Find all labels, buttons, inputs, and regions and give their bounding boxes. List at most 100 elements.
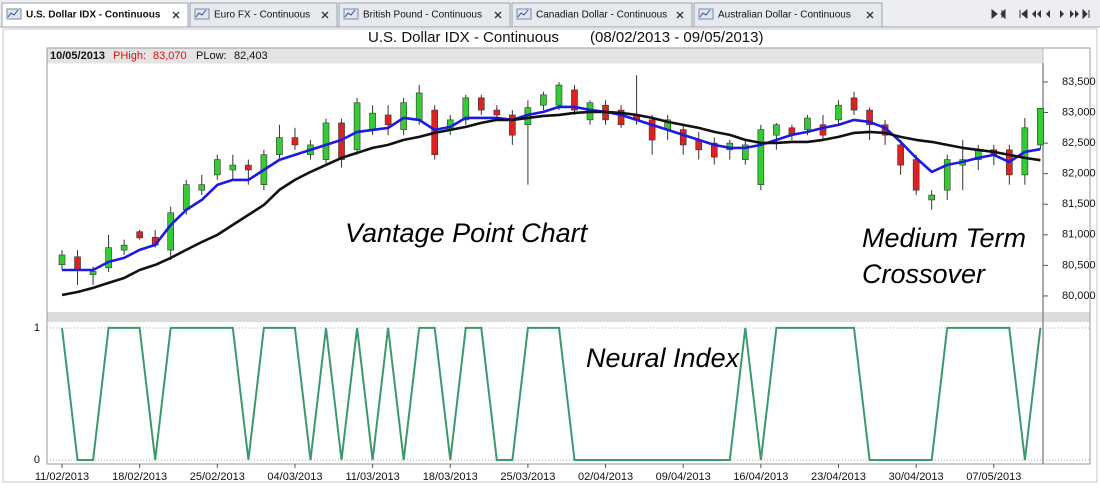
candle-body [571, 89, 578, 111]
tab-label[interactable]: U.S. Dollar IDX - Continuous [26, 10, 161, 21]
panel-separator [47, 312, 1090, 322]
nav-icon[interactable] [1046, 10, 1050, 18]
nav-icon[interactable] [1082, 8, 1090, 20]
tab-icon [7, 9, 19, 18]
candle-body [245, 164, 252, 171]
candle-body [478, 97, 485, 111]
candle-body [415, 92, 423, 121]
window-frame [2, 28, 1098, 483]
tab-close[interactable] [172, 11, 180, 19]
candle-body [58, 254, 66, 266]
x-tick-label: 25/03/2013 [500, 471, 555, 483]
nav-icon[interactable] [991, 8, 1006, 20]
tab-icon [517, 9, 529, 18]
chart-title: U.S. Dollar IDX - Continuous [368, 29, 559, 46]
nav-icon[interactable] [1019, 8, 1028, 20]
candle-body [540, 94, 547, 106]
candle-body [912, 159, 920, 191]
x-tick-label: 18/03/2013 [423, 471, 478, 483]
candle-body [384, 114, 392, 126]
candle-body [555, 84, 563, 106]
candle-body [182, 184, 190, 211]
tab[interactable] [338, 2, 511, 28]
tab-close[interactable] [494, 11, 502, 19]
candle-body [897, 144, 904, 166]
tab-icon [194, 8, 210, 20]
tab[interactable] [693, 2, 883, 28]
candle-body [943, 159, 951, 191]
nav-buttons[interactable] [991, 8, 1090, 20]
info-high: 83,070 [153, 50, 187, 62]
candle-body [229, 164, 237, 171]
candle-body [509, 114, 516, 136]
x-tick-label: 09/04/2013 [656, 471, 711, 483]
info-date: 10/05/2013 [50, 50, 105, 62]
tab-close[interactable] [676, 11, 684, 19]
annotation: Neural Index [586, 343, 741, 373]
candle-body [710, 142, 718, 158]
nav-icon[interactable] [1070, 10, 1079, 18]
y-tick-label: 1 [34, 322, 40, 334]
x-tick-label: 11/02/2013 [35, 471, 89, 483]
tab[interactable] [189, 2, 338, 28]
y-tick-label: 80,500 [1062, 259, 1096, 271]
y-tick-label: 0 [34, 454, 40, 466]
y-tick-label: 80,000 [1062, 290, 1096, 302]
nav-icon[interactable] [1060, 10, 1064, 18]
candle-body [214, 159, 221, 176]
candle-body [400, 102, 407, 130]
y-tick-label: 83,000 [1062, 106, 1096, 118]
moving-average-line [61, 110, 1041, 297]
candle-body [773, 124, 780, 136]
annotation: Vantage Point Chart [345, 218, 589, 248]
x-tick-label: 04/03/2013 [267, 471, 322, 483]
tab[interactable] [511, 2, 693, 28]
candle-body [198, 184, 206, 191]
candle-body [105, 247, 112, 269]
info-low-label: PLow: [196, 50, 227, 62]
tab-icon [195, 9, 207, 18]
tab-close[interactable] [321, 11, 329, 19]
tab-icon [698, 8, 714, 20]
tab-label[interactable]: Australian Dollar - Continuous [718, 10, 851, 21]
candle-body [74, 256, 81, 270]
tab-close[interactable] [866, 11, 874, 19]
candle-body [866, 109, 873, 126]
x-tick-label: 30/04/2013 [889, 471, 944, 483]
x-tick-label: 07/05/2013 [966, 471, 1021, 483]
y-tick-label: 83,500 [1062, 76, 1096, 88]
candle-body [742, 144, 749, 160]
y-tick-label: 81,000 [1062, 229, 1096, 241]
plot: 80,000 80,500 81,000 81,500 82,000 82,500 83,0… [34, 75, 1096, 483]
info-high-label: PHigh: [113, 50, 146, 62]
nav-icon[interactable] [1032, 10, 1041, 18]
candle-body [1037, 107, 1044, 146]
x-tick-label: 16/04/2013 [733, 471, 788, 483]
info-low: 82,403 [234, 50, 268, 62]
tab-label[interactable]: Euro FX - Continuous [214, 10, 310, 21]
candle-body [850, 97, 858, 111]
tab[interactable] [1, 2, 189, 28]
tab-icon [516, 8, 532, 20]
candle-body [120, 244, 128, 251]
candle-body [462, 97, 470, 121]
tab-label[interactable]: British Pound - Continuous [363, 10, 482, 21]
x-tick-label: 18/02/2013 [112, 471, 167, 483]
candle-body [493, 109, 501, 116]
moving-average-line [62, 105, 1041, 272]
tab-label[interactable]: Canadian Dollar - Continuous [536, 10, 667, 21]
candle-body [648, 119, 656, 141]
candle-body [928, 194, 935, 201]
x-tick-label: 02/04/2013 [578, 471, 633, 483]
candle-body [369, 112, 376, 130]
tab-icon [699, 9, 711, 18]
tab-icon [343, 8, 359, 20]
candle-body [757, 129, 765, 185]
tab-icon [344, 9, 356, 18]
neural-index-line [61, 326, 1042, 461]
tab-icon [6, 8, 22, 20]
candle-body [89, 271, 97, 275]
plot-frame [46, 47, 1091, 465]
candle-body [353, 102, 361, 151]
